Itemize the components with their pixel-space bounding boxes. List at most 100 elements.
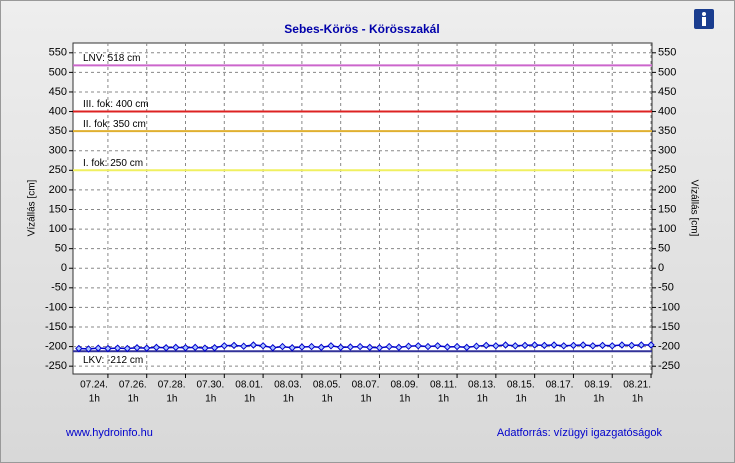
data-point [482, 341, 490, 350]
y2-tick-label: -250 [658, 360, 680, 372]
plot-area [72, 42, 653, 375]
y2-tick-label: 0 [658, 262, 664, 274]
data-point [298, 343, 306, 351]
data-point [356, 342, 364, 351]
x-tick-hour: 1h [322, 394, 333, 405]
data-point [511, 342, 519, 350]
data-point [288, 344, 296, 352]
data-point [647, 341, 655, 349]
data-point [589, 342, 597, 350]
y2-tick-label: 250 [658, 164, 676, 176]
data-point [307, 342, 316, 351]
data-point [346, 343, 355, 351]
y2-tick-label: 450 [658, 86, 676, 98]
y-tick-label: 50 [55, 243, 67, 255]
data-point [123, 344, 132, 353]
data-point [230, 341, 238, 350]
x-tick-label: 08.13. [468, 380, 496, 391]
footer-source: Adatforrás: vízügyi igazgatóságok [497, 427, 663, 439]
y2-tick-label: 200 [658, 184, 676, 196]
x-tick-hour: 1h [632, 394, 643, 405]
data-point [618, 341, 626, 349]
y-axis-label: Vízállás [cm] [27, 179, 38, 236]
data-point [336, 343, 345, 352]
y2-tick-label: -200 [658, 340, 680, 352]
y-tick-label: 250 [49, 164, 67, 176]
data-point [569, 341, 578, 350]
y2-tick-label: -100 [658, 301, 680, 313]
data-point [239, 342, 248, 350]
data-point [433, 342, 442, 350]
x-tick-label: 08.01. [235, 380, 263, 391]
x-tick-hour: 1h [516, 394, 527, 405]
y-tick-label: -100 [45, 301, 67, 313]
data-point [424, 342, 432, 351]
y2-tick-label: -150 [658, 321, 680, 333]
x-tick-label: 08.09. [390, 380, 418, 391]
x-tick-hour: 1h [438, 394, 449, 405]
data-point [375, 344, 384, 352]
y2-tick-label: -50 [658, 282, 674, 294]
y2-tick-label: 100 [658, 223, 676, 235]
y2-tick-label: 50 [658, 243, 670, 255]
data-point [210, 344, 219, 352]
data-point [395, 343, 403, 352]
y-tick-label: -150 [45, 321, 67, 333]
data-point [414, 342, 422, 350]
y2-tick-label: 550 [658, 47, 676, 59]
y-tick-label: 0 [61, 262, 67, 274]
data-point [521, 341, 529, 350]
data-point [579, 341, 587, 349]
y-tick-label: -200 [45, 340, 67, 352]
x-tick-hour: 1h [128, 394, 139, 405]
data-point [104, 344, 112, 353]
data-point [327, 342, 335, 350]
data-point [608, 342, 616, 350]
data-point [278, 342, 287, 351]
data-point [637, 341, 646, 349]
data-point [259, 342, 267, 350]
y-tick-label: 400 [49, 105, 67, 117]
data-point [133, 344, 141, 352]
y-tick-label: -250 [45, 360, 67, 372]
y-tick-label: 200 [49, 184, 67, 196]
y2-tick-label: 150 [658, 203, 676, 215]
y2-tick-label: 300 [658, 145, 676, 157]
x-tick-label: 08.17. [546, 380, 574, 391]
y-tick-label: 500 [49, 66, 67, 78]
x-tick-hour: 1h [244, 394, 255, 405]
data-point [550, 341, 558, 349]
data-point [201, 344, 209, 352]
x-tick-label: 07.28. [158, 380, 186, 391]
data-point [492, 342, 500, 350]
data-point [530, 341, 539, 349]
data-point [443, 343, 452, 351]
reference-label: LKV: -212 cm [83, 355, 143, 366]
data-point [172, 343, 180, 352]
info-icon[interactable] [694, 9, 714, 29]
data-point [598, 341, 607, 350]
footer-link[interactable]: www.hydroinfo.hu [65, 427, 153, 439]
data-point [560, 342, 568, 350]
data-point [152, 343, 161, 352]
x-tick-hour: 1h [283, 394, 294, 405]
y2-axis-label: Vízállás [cm] [688, 180, 699, 237]
y-tick-label: 350 [49, 125, 67, 137]
data-point [220, 342, 229, 350]
reference-label: III. fok: 400 cm [83, 99, 149, 110]
x-tick-hour: 1h [593, 394, 604, 405]
x-tick-hour: 1h [205, 394, 216, 405]
x-tick-hour: 1h [554, 394, 565, 405]
y-tick-label: 150 [49, 203, 67, 215]
data-point [366, 343, 374, 352]
y2-tick-label: 350 [658, 125, 676, 137]
data-point [501, 341, 510, 349]
x-tick-label: 08.11. [430, 380, 457, 391]
x-tick-hour: 1h [166, 394, 177, 405]
data-point [540, 341, 549, 350]
data-point [94, 344, 102, 352]
x-tick-label: 08.21. [623, 380, 651, 391]
y2-tick-label: 400 [658, 105, 676, 117]
x-tick-hour: 1h [399, 394, 410, 405]
